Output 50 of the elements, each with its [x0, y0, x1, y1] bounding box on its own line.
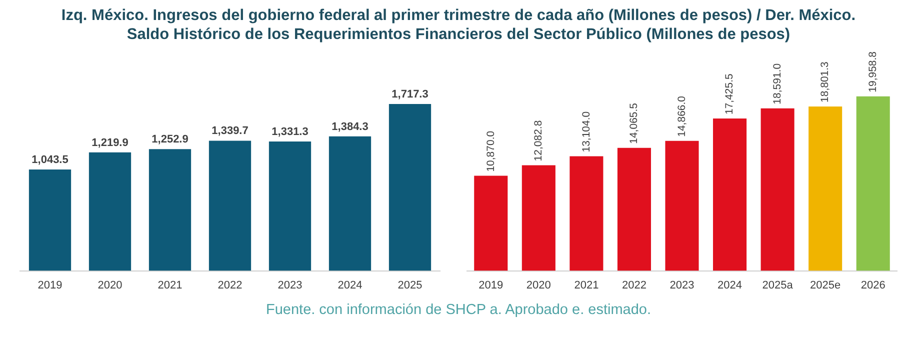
- data-label: 1,252.9: [152, 134, 188, 146]
- bar: [208, 140, 252, 271]
- bar: [713, 118, 747, 271]
- x-tick-label: 2022: [622, 279, 646, 292]
- bar: [28, 169, 72, 271]
- bar: [570, 156, 604, 271]
- data-label: 10,870.0: [484, 130, 497, 172]
- data-label: 18,591.0: [771, 63, 784, 104]
- bar: [148, 149, 192, 271]
- x-tick-label: 2023: [670, 279, 694, 292]
- x-tick-label: 2025: [398, 279, 422, 292]
- bar: [388, 104, 432, 271]
- data-label: 1,219.9: [92, 136, 128, 149]
- data-label: 17,425.5: [724, 73, 736, 114]
- bar: [808, 106, 842, 271]
- bar: [856, 96, 890, 271]
- bar: [522, 165, 556, 271]
- source-note: Fuente. con información de SHCP a. Aprobado e. estimado.: [264, 302, 652, 318]
- chart-title: Izq. México. Ingresos del gobierno federal al primer trimestre de cada año (Millones de pesos) / Der. México. Saldo Histórico de los Requerimientos Financieros del Sector Público (Millones de pesos): [60, 6, 857, 45]
- bar: [665, 140, 699, 271]
- x-tick-label: 2020: [526, 279, 551, 292]
- bar: [88, 152, 132, 271]
- x-tick-label: 2024: [338, 279, 362, 292]
- x-tick-label: 2021: [158, 279, 182, 292]
- data-label: 18,801.3: [819, 61, 832, 102]
- data-label: 1,717.3: [392, 88, 428, 101]
- data-label: 1,043.5: [32, 154, 68, 166]
- x-tick-label: 2023: [278, 279, 302, 292]
- x-tick-label: 2020: [98, 279, 122, 292]
- data-label: 14,065.5: [628, 102, 640, 144]
- data-label: 1,339.7: [212, 125, 248, 138]
- bar: [617, 148, 651, 271]
- x-tick-label: 2021: [574, 279, 599, 292]
- data-label: 14,866.0: [676, 96, 688, 137]
- x-tick-label: 2019: [478, 279, 504, 292]
- x-tick-label: 2022: [218, 279, 242, 292]
- bar: [268, 142, 312, 271]
- x-tick-label: 2019: [38, 279, 62, 292]
- data-label: 1,331.3: [272, 126, 308, 138]
- x-tick-label: 2025e: [810, 279, 841, 292]
- bar: [760, 108, 794, 271]
- bar: [328, 136, 372, 271]
- data-label: 1,384.3: [332, 120, 368, 133]
- data-label: 12,082.8: [532, 120, 545, 162]
- data-label: 19,958.8: [867, 51, 879, 92]
- x-tick-label: 2024: [718, 279, 742, 292]
- x-tick-label: 2026: [860, 279, 886, 292]
- bar: [474, 176, 508, 271]
- data-label: 13,104.0: [580, 111, 592, 152]
- x-tick-label: 2025a: [762, 279, 794, 292]
